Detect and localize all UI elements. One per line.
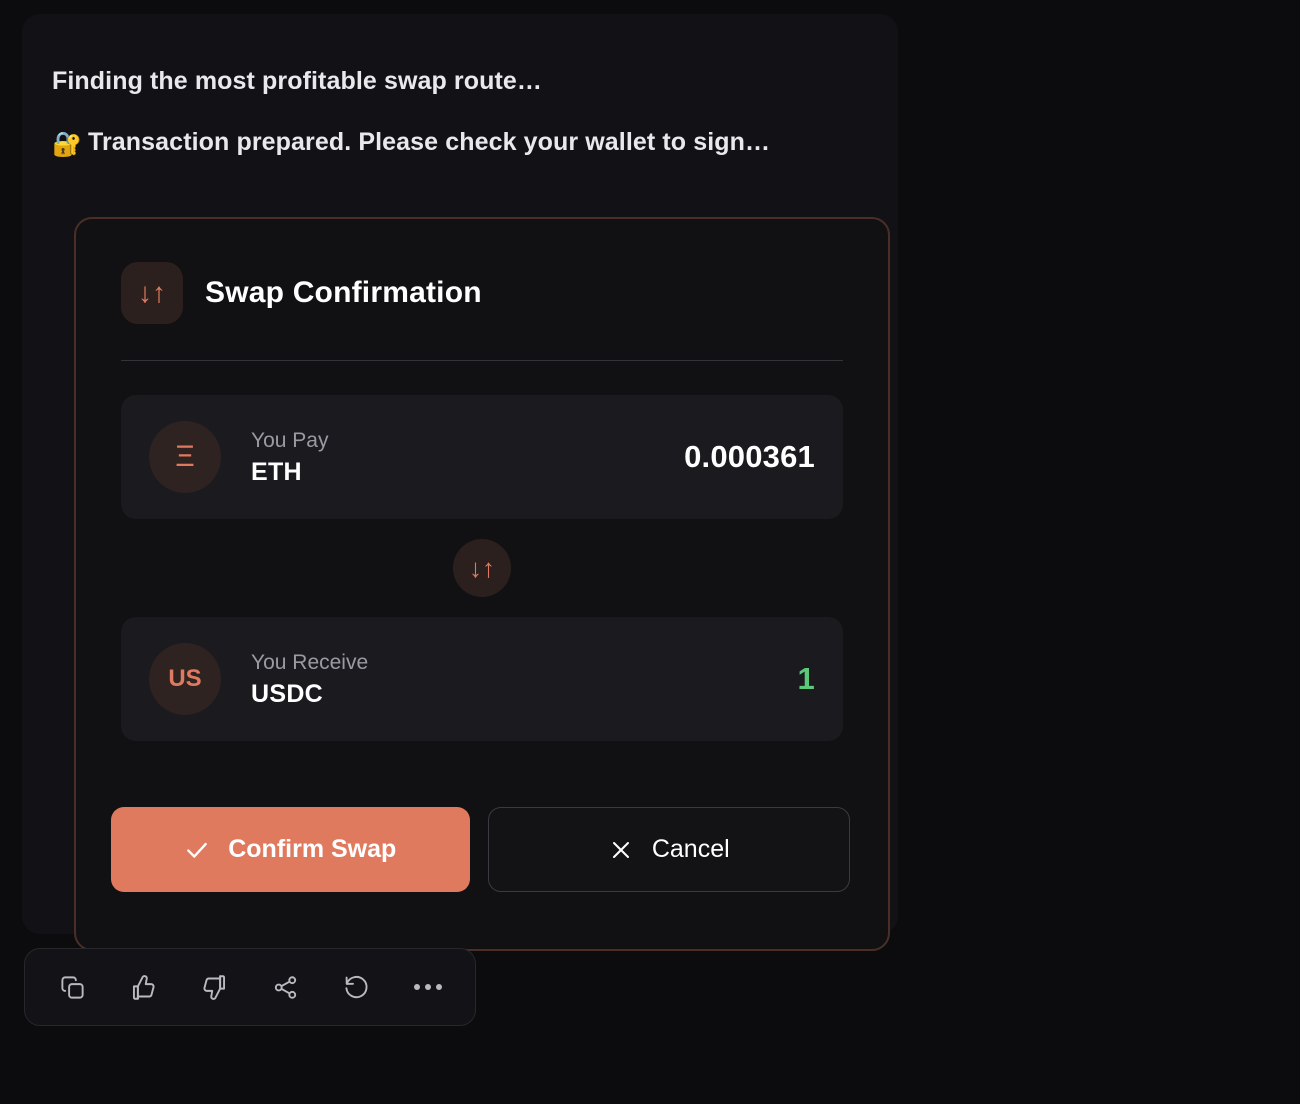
swap-card-header: ↓↑ Swap Confirmation	[76, 219, 888, 324]
you-receive-row[interactable]: US You Receive USDC 1	[121, 617, 843, 741]
status-message-route: Finding the most profitable swap route…	[52, 66, 902, 97]
card-divider	[121, 360, 843, 361]
confirm-swap-label: Confirm Swap	[228, 835, 397, 863]
you-pay-symbol: ETH	[251, 458, 302, 487]
you-receive-amount: 1	[797, 661, 815, 696]
swap-confirmation-card: ↓↑ Swap Confirmation Ξ You Pay ETH 0.000…	[74, 217, 890, 951]
token-rows: Ξ You Pay ETH 0.000361 ↓↑ US You Receive	[76, 361, 888, 741]
you-receive-info: You Receive USDC	[251, 649, 798, 709]
cancel-label: Cancel	[651, 835, 730, 863]
share-icon[interactable]	[264, 965, 307, 1009]
swap-direction-wrap: ↓↑	[121, 519, 843, 617]
you-pay-label: You Pay	[251, 428, 329, 452]
status-route-text: Finding the most profitable swap route…	[52, 67, 543, 95]
status-prepared-text: Transaction prepared. Please check your …	[87, 128, 771, 157]
assistant-message: Finding the most profitable swap route… …	[22, 14, 898, 951]
message-action-toolbar	[24, 948, 476, 1026]
usdc-token-icon: US	[149, 643, 221, 715]
swap-card-actions: Confirm Swap Cancel	[76, 807, 888, 892]
confirm-swap-button[interactable]: Confirm Swap	[111, 807, 470, 892]
you-receive-symbol: USDC	[251, 680, 324, 709]
thumbs-up-icon[interactable]	[122, 965, 165, 1009]
copy-icon[interactable]	[51, 965, 94, 1009]
you-pay-amount: 0.000361	[684, 439, 815, 474]
status-messages: Finding the most profitable swap route… …	[52, 66, 902, 160]
check-icon	[184, 837, 210, 863]
swap-arrows-icon: ↓↑	[121, 262, 183, 324]
status-message-prepared: 🔐 Transaction prepared. Please check your…	[52, 127, 902, 160]
thumbs-down-icon[interactable]	[193, 965, 236, 1009]
regenerate-icon[interactable]	[335, 965, 378, 1009]
ellipsis-glyph	[413, 984, 442, 990]
more-options-icon[interactable]	[406, 965, 449, 1009]
lock-with-key-icon: 🔐	[52, 131, 82, 159]
cancel-button[interactable]: Cancel	[487, 807, 850, 892]
swap-card-title: Swap Confirmation	[205, 276, 482, 309]
close-icon	[608, 837, 634, 863]
you-pay-row[interactable]: Ξ You Pay ETH 0.000361	[121, 395, 843, 519]
you-receive-label: You Receive	[251, 650, 369, 674]
swap-direction-icon[interactable]: ↓↑	[453, 539, 511, 597]
you-pay-info: You Pay ETH	[251, 427, 684, 487]
eth-token-icon: Ξ	[149, 421, 221, 493]
